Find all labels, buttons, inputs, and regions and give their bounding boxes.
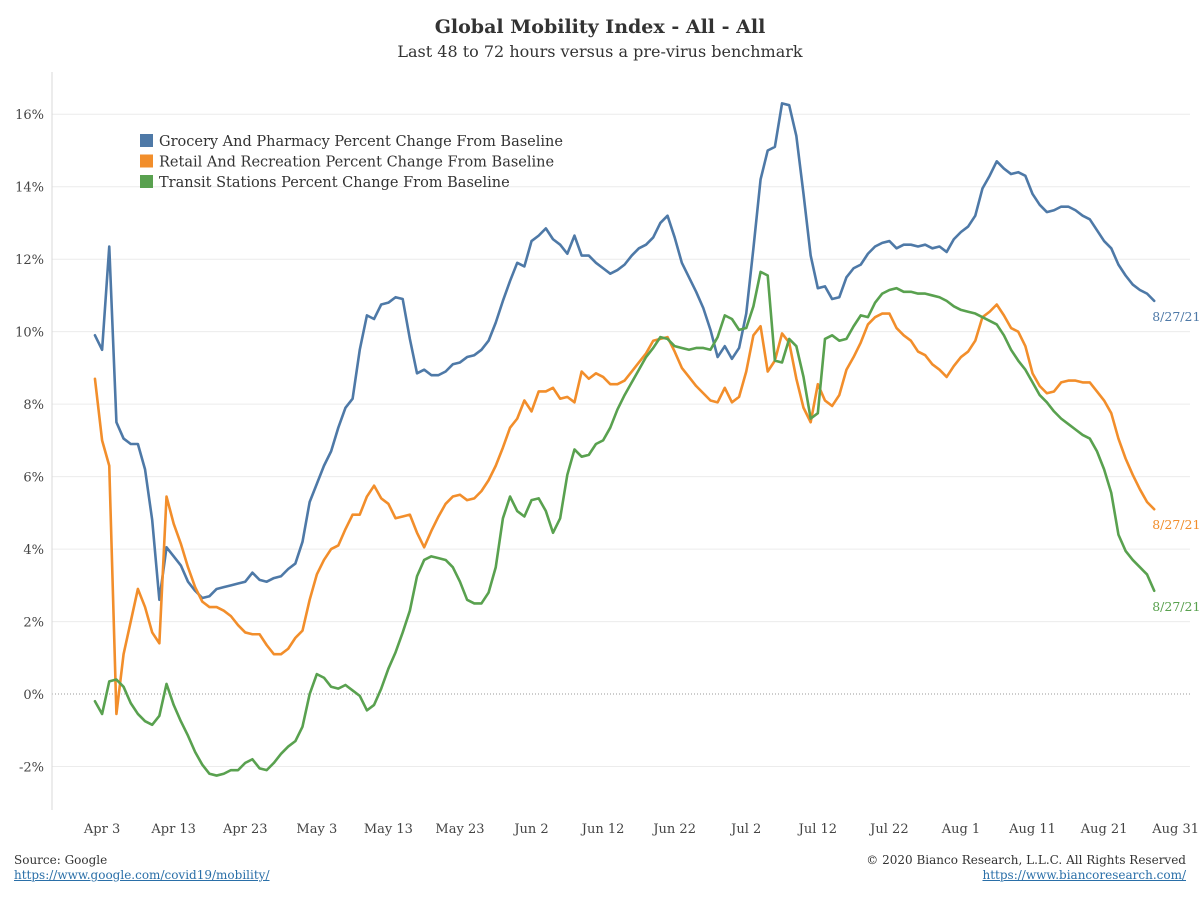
y-tick-label: 2% bbox=[23, 616, 44, 631]
y-tick-label: 8% bbox=[23, 398, 44, 413]
x-tick-label: Jun 22 bbox=[651, 822, 696, 837]
source-link[interactable]: https://www.google.com/covid19/mobility/ bbox=[14, 868, 270, 882]
legend-swatch-1 bbox=[140, 134, 153, 147]
x-tick-label: May 3 bbox=[296, 822, 337, 837]
legend-swatch-2 bbox=[140, 154, 153, 168]
y-tick-label: 4% bbox=[23, 543, 44, 558]
series-end-label-3: 8/27/21 bbox=[1152, 599, 1200, 614]
x-tick-label: Apr 13 bbox=[150, 822, 196, 837]
chart-title: Global Mobility Index - All - All bbox=[434, 16, 766, 38]
x-tick-label: Apr 23 bbox=[222, 822, 268, 837]
axis-layer: -2% 0% 2% 4% 6% 8% 10% 12% 14% 16% Apr 3 Apr 13 Apr … bbox=[15, 72, 1199, 837]
legend-label-3: Transit Stations Percent Change From Bas… bbox=[159, 175, 510, 191]
end-label-layer: 8/27/21 8/27/21 8/27/21 bbox=[1152, 309, 1200, 614]
series-line-2 bbox=[93, 303, 1156, 716]
x-tick-label: Jun 2 bbox=[512, 822, 548, 837]
copyright-text: © 2020 Bianco Research, L.L.C. All Right… bbox=[866, 853, 1186, 867]
x-tick-label: May 23 bbox=[435, 822, 484, 837]
legend-label-2: Retail And Recreation Percent Change Fro… bbox=[159, 155, 554, 171]
source-label: Source: Google bbox=[14, 853, 108, 867]
footer-source: Source: Google https://www.google.com/co… bbox=[14, 853, 269, 883]
x-tick-label: Jun 12 bbox=[580, 822, 625, 837]
series-line-1 bbox=[93, 102, 1156, 602]
y-tick-label: 14% bbox=[15, 181, 44, 196]
x-tick-label: Aug 11 bbox=[1008, 822, 1056, 837]
series-layer bbox=[93, 102, 1156, 777]
company-link[interactable]: https://www.biancoresearch.com/ bbox=[982, 868, 1186, 882]
series-line-3 bbox=[93, 270, 1156, 777]
y-tick-label: 6% bbox=[23, 471, 44, 486]
x-tick-label: Jul 2 bbox=[729, 822, 761, 837]
y-tick-label: 0% bbox=[23, 688, 44, 703]
legend-swatch-3 bbox=[140, 175, 153, 188]
series-end-label-1: 8/27/21 bbox=[1152, 309, 1200, 324]
legend: Grocery And Pharmacy Percent Change From… bbox=[140, 134, 563, 191]
footer-copyright: © 2020 Bianco Research, L.L.C. All Right… bbox=[866, 853, 1186, 883]
series-end-label-2: 8/27/21 bbox=[1152, 517, 1200, 532]
x-tick-label: Aug 31 bbox=[1151, 822, 1199, 837]
x-tick-label: Jul 22 bbox=[868, 822, 908, 837]
x-tick-label: Aug 1 bbox=[941, 822, 981, 837]
x-tick-label: Aug 21 bbox=[1080, 822, 1128, 837]
grid-layer bbox=[52, 113, 1190, 768]
x-tick-label: Apr 3 bbox=[83, 822, 120, 837]
x-tick-label: Jul 12 bbox=[797, 822, 837, 837]
y-tick-label: 12% bbox=[15, 253, 44, 268]
y-tick-label: 16% bbox=[15, 108, 44, 123]
y-tick-label: -2% bbox=[19, 761, 44, 776]
y-tick-label: 10% bbox=[15, 326, 44, 341]
chart-subtitle: Last 48 to 72 hours versus a pre-virus b… bbox=[397, 42, 803, 61]
x-tick-label: May 13 bbox=[364, 822, 413, 837]
legend-label-1: Grocery And Pharmacy Percent Change From… bbox=[159, 134, 563, 150]
